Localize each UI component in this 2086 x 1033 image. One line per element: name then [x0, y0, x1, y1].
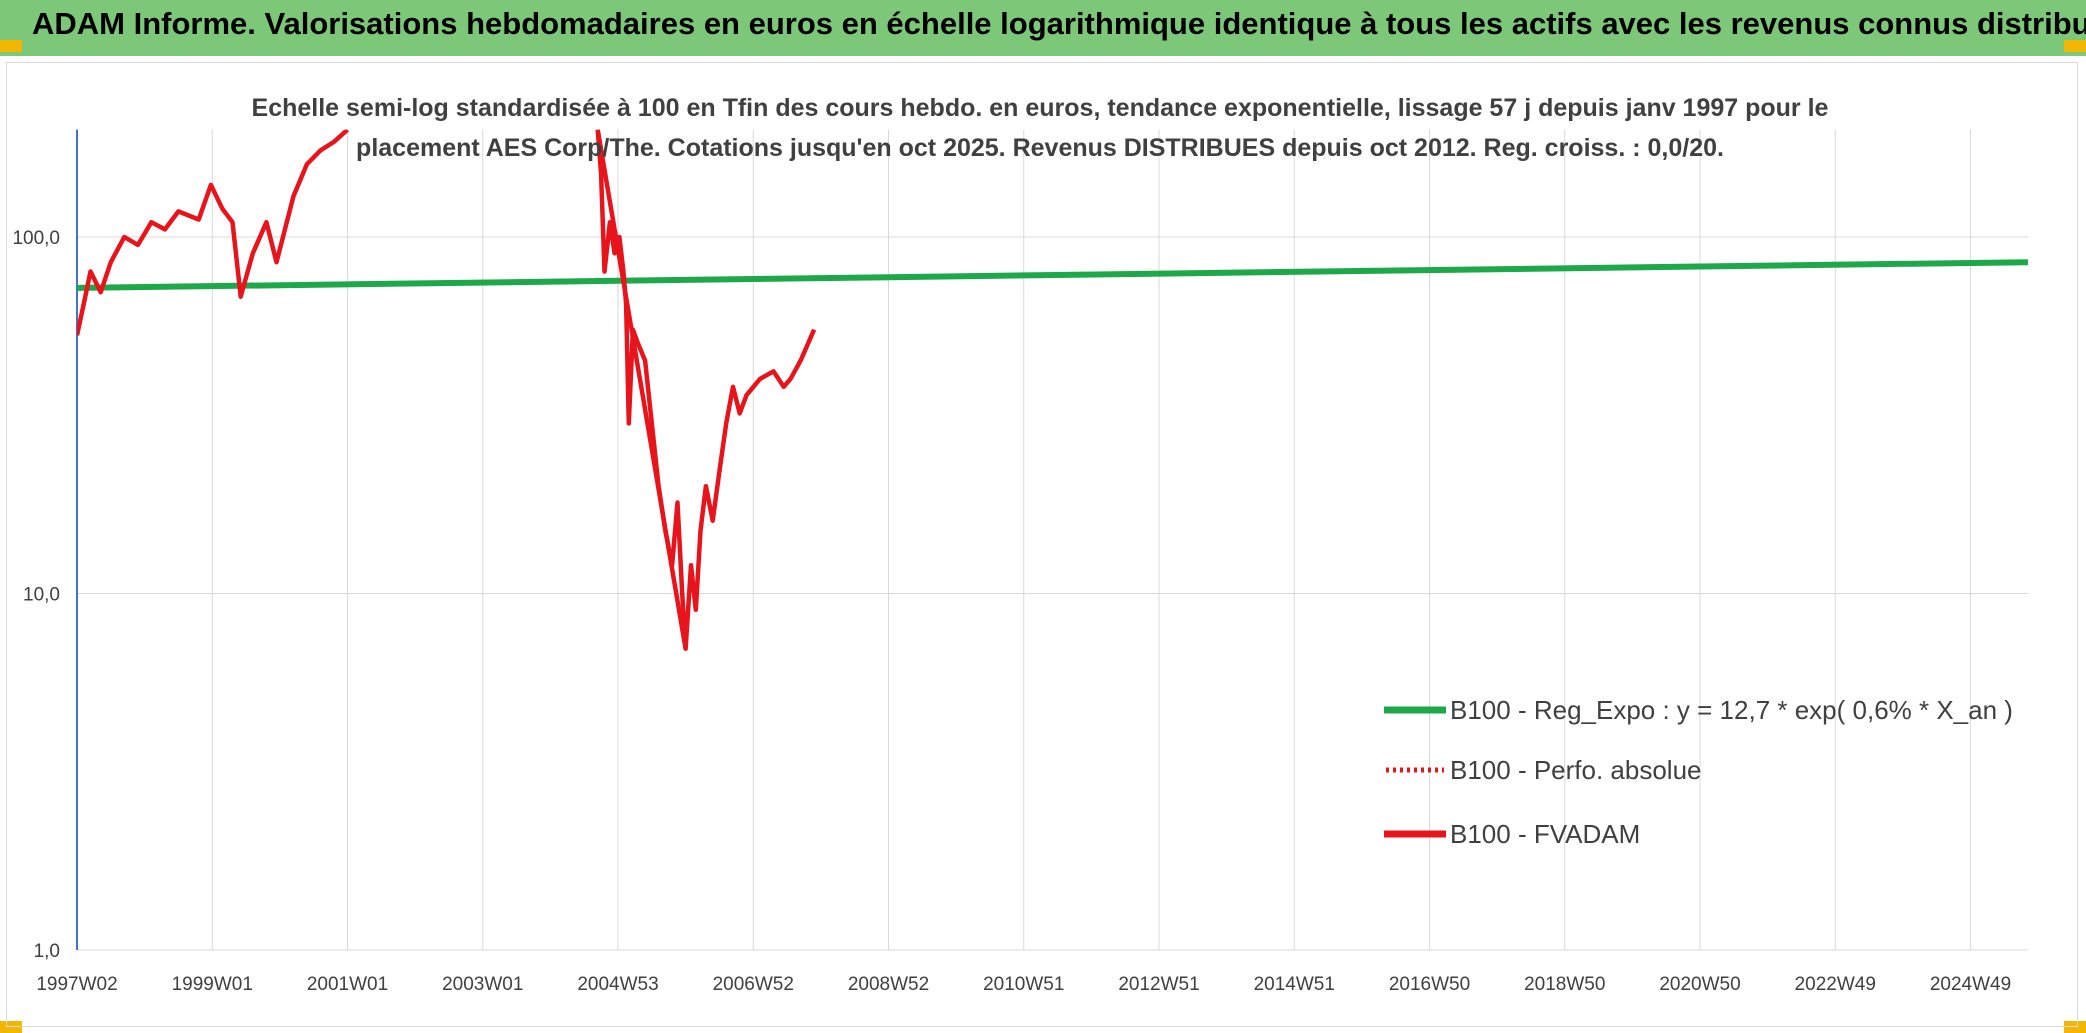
corner-marker-bottom-left — [0, 1021, 22, 1033]
x-tick-label: 2003W01 — [442, 974, 523, 995]
chart-subtitle: placement AES Corp/The. Cotations jusqu'… — [356, 134, 1724, 162]
chart-title: Echelle semi-log standardisée à 100 en T… — [252, 94, 1829, 122]
corner-marker-bottom-right — [2064, 1021, 2086, 1033]
corner-marker-top-left — [0, 40, 22, 52]
series-line-fvadam-1 — [595, 129, 817, 651]
chart-grid — [76, 129, 2028, 951]
corner-marker-top-right — [2064, 40, 2086, 52]
y-tick-label: 100,0 — [12, 228, 60, 249]
series-line-trend — [77, 259, 2028, 291]
x-tick-label: 2016W50 — [1389, 974, 1470, 995]
x-tick-label: 1997W02 — [36, 974, 117, 995]
chart-legend: B100 - Reg_Expo : y = 12,7 * exp( 0,6% *… — [1384, 695, 2013, 849]
series-line-fvadam-2 — [595, 129, 688, 650]
x-tick-label: 2012W51 — [1118, 974, 1199, 995]
x-tick-label: 1999W01 — [172, 974, 253, 995]
x-axis-ticks: 1997W02 1999W01 2001W01 2003W01 2004W53 2006W… — [36, 974, 2011, 995]
report-header: ADAM Informe. Valorisations hebdomadaire… — [0, 0, 2086, 56]
series-line-fvadam-0 — [77, 129, 350, 336]
x-tick-label: 2018W50 — [1524, 974, 1605, 995]
y-tick-label: 1,0 — [34, 941, 60, 962]
x-tick-label: 2014W51 — [1254, 974, 1335, 995]
chart-frame — [6, 62, 2078, 1027]
report-title: ADAM Informe. Valorisations hebdomadaire… — [32, 6, 2086, 41]
y-axis-ticks: 1,0 10,0 100,0 — [12, 228, 60, 962]
legend-label-fvadam: B100 - FVADAM — [1450, 819, 1640, 849]
x-tick-label: 2008W52 — [848, 974, 929, 995]
x-tick-label: 2022W49 — [1795, 974, 1876, 995]
x-tick-label: 2004W53 — [577, 974, 658, 995]
x-tick-label: 2020W50 — [1659, 974, 1740, 995]
legend-label-perfo: B100 - Perfo. absolue — [1450, 755, 1702, 785]
legend-label-trend: B100 - Reg_Expo : y = 12,7 * exp( 0,6% *… — [1450, 695, 2013, 725]
y-tick-label: 10,0 — [23, 585, 60, 606]
chart-series — [77, 129, 2028, 651]
x-tick-label: 2006W52 — [713, 974, 794, 995]
x-tick-label: 2001W01 — [307, 974, 388, 995]
x-tick-label: 2010W51 — [983, 974, 1064, 995]
x-tick-label: 2024W49 — [1930, 974, 2011, 995]
